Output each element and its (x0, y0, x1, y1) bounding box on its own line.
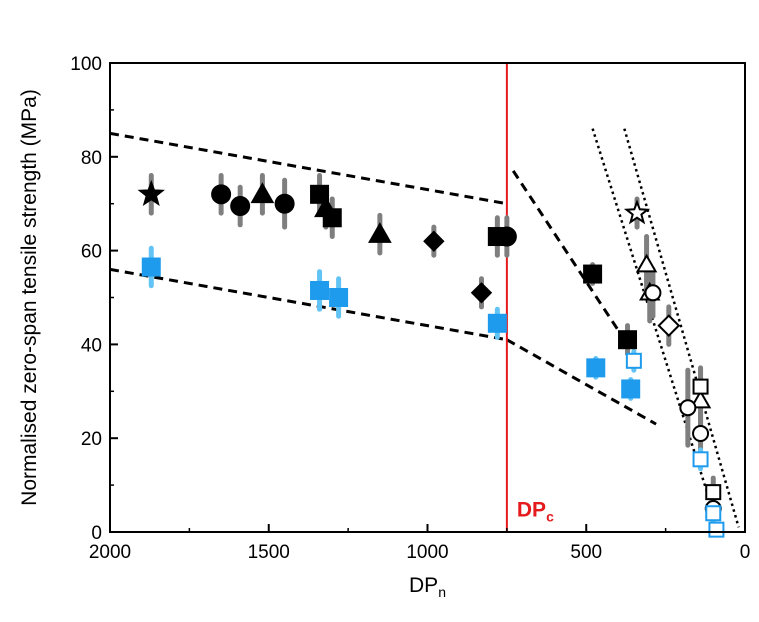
dpc-annotation-sub: c (546, 509, 554, 525)
filled-square-point (141, 257, 161, 277)
filled-square-point (618, 330, 638, 350)
filled-square-point (310, 280, 330, 300)
x-tick-label: 1500 (248, 542, 290, 563)
filled-diamond-point (423, 230, 445, 252)
filled-circle-point (274, 193, 295, 214)
filled-triangle-point (368, 222, 392, 243)
filled-square-point (487, 227, 507, 247)
open-square-point (692, 378, 709, 395)
y-tick-label: 0 (91, 523, 102, 544)
open-circle-point (692, 425, 710, 443)
y-tick-label: 40 (81, 335, 102, 356)
y-axis-title: Normalised zero-span tensile strength (M… (18, 89, 41, 506)
x-tick-label: 2000 (89, 542, 131, 563)
open-square-point (692, 451, 709, 468)
dashed-trend-line (511, 170, 629, 346)
open-triangle-point (635, 253, 658, 273)
y-tick-label: 60 (81, 242, 102, 263)
trend-lines (109, 128, 740, 533)
filled-diamond-point (470, 282, 493, 304)
axis-ticks: 2000 1500 1000 500 0 0 20 40 60 80 100 (70, 54, 750, 563)
dashed-trend-line (109, 267, 508, 342)
open-diamond-point (657, 314, 681, 338)
open-square-point (625, 352, 642, 369)
filled-square-point (583, 264, 603, 284)
open-square-point (708, 521, 725, 538)
filled-triangle-point (250, 182, 275, 204)
open-circle-point (644, 284, 662, 302)
x-axis-title-main: DP (409, 574, 438, 597)
filled-star-point (137, 179, 165, 206)
filled-square-point (322, 208, 342, 228)
filled-circle-point (230, 196, 251, 217)
y-tick-label: 100 (70, 54, 102, 75)
x-tick-label: 1000 (406, 542, 448, 563)
dashed-trend-line (506, 338, 657, 426)
x-tick-label: 500 (570, 542, 602, 563)
filled-square-point (586, 358, 606, 378)
filled-square-point (487, 313, 507, 333)
dotted-trend-line (591, 128, 721, 533)
filled-square-point (621, 379, 641, 399)
dashed-trend-line (109, 131, 508, 206)
x-tick-label: 0 (740, 542, 751, 563)
filled-square-point (310, 184, 330, 204)
open-triangle-point (689, 389, 712, 409)
y-tick-label: 20 (81, 429, 102, 450)
x-axis-title-sub: n (438, 584, 446, 600)
x-axis-title: DPn (409, 574, 446, 600)
dpc-annotation-main: DP (517, 499, 546, 522)
dpc-annotation: DPc (517, 499, 554, 525)
y-tick-label: 80 (81, 148, 102, 169)
open-square-point (705, 484, 722, 501)
data-points (137, 179, 725, 538)
open-star-point (623, 199, 651, 225)
filled-circle-point (211, 184, 232, 205)
filled-square-point (329, 288, 349, 307)
open-square-point (705, 505, 722, 522)
dotted-trend-line (623, 128, 740, 528)
open-circle-point (679, 399, 697, 417)
